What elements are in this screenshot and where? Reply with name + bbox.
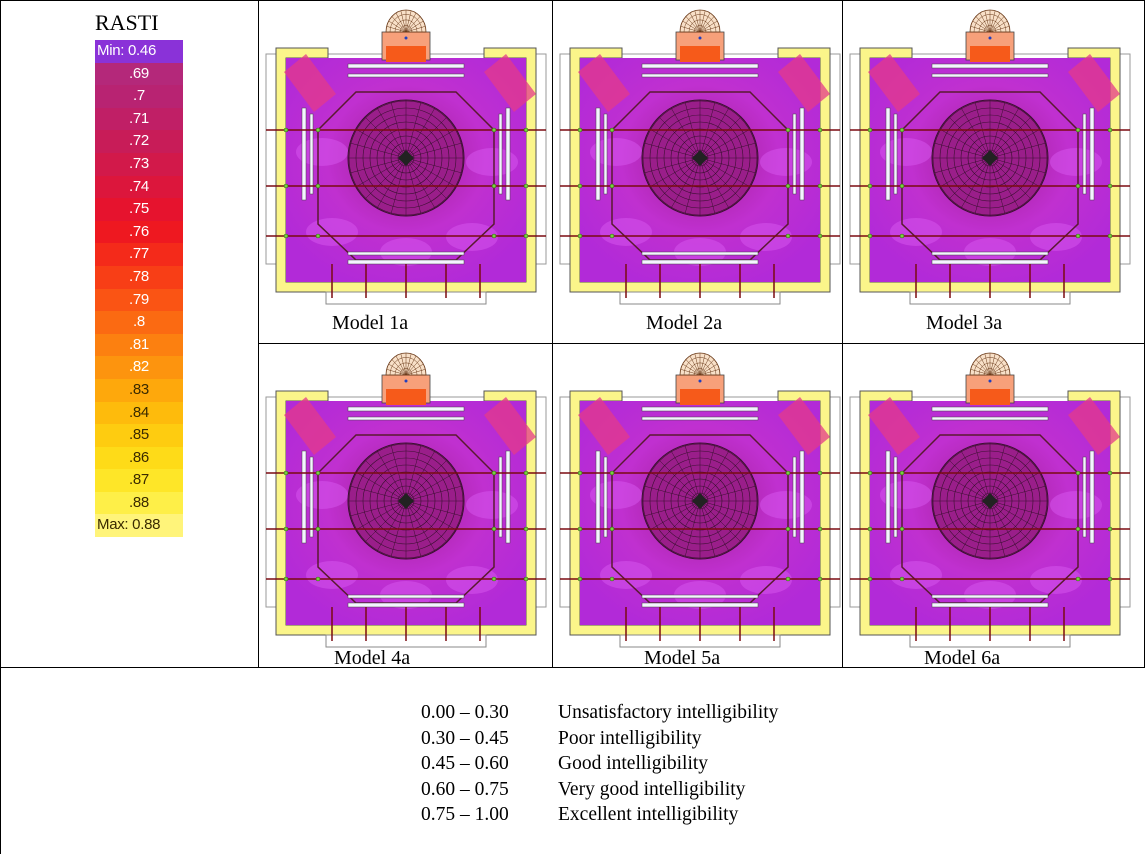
grid-line-top: [0, 0, 1145, 1]
intelligibility-row: 0.75 – 1.00 Excellent intelligibility: [421, 802, 778, 828]
intelligibility-row: 0.60 – 0.75 Very good intelligibility: [421, 777, 778, 803]
scale-step: .85: [95, 424, 183, 447]
scale-step: .87: [95, 469, 183, 492]
model-plan: Model 6a: [846, 345, 1134, 685]
model-plan: Model 4a: [262, 345, 550, 685]
room-plan-drawing: [559, 352, 841, 648]
grid-line-col2: [552, 0, 553, 668]
model-plan: Model 2a: [556, 2, 844, 342]
scale-step: .71: [95, 107, 183, 131]
grid-line-left: [0, 0, 1, 854]
model-caption: Model 6a: [924, 647, 1001, 669]
intelligibility-label: Very good intelligibility: [558, 778, 746, 800]
scale-step: .69: [95, 62, 183, 86]
scale-step: .77: [95, 243, 183, 266]
grid-line-bottom: [0, 667, 1145, 668]
scale-step: .86: [95, 446, 183, 470]
intelligibility-range: 0.30 – 0.45: [421, 727, 509, 749]
scale-step: .79: [95, 288, 183, 312]
model-caption: Model 5a: [644, 647, 721, 669]
legend-title: RASTI: [95, 10, 159, 35]
intelligibility-row: 0.30 – 0.45 Poor intelligibility: [421, 726, 778, 752]
intelligibility-range: 0.00 – 0.30: [421, 702, 509, 723]
scale-step: .72: [95, 130, 183, 153]
scale-step: .88: [95, 491, 183, 515]
model-plan: Model 1a: [262, 2, 550, 342]
intelligibility-legend: 0.00 – 0.30 Unsatisfactory intelligibilit…: [421, 700, 778, 828]
scale-step: .81: [95, 333, 183, 357]
scale-step: .7: [95, 85, 183, 108]
model-caption: Model 3a: [926, 312, 1003, 334]
scale-step: .76: [95, 220, 183, 244]
scale-step: .78: [95, 265, 183, 289]
scale-step: Min: 0.46: [95, 40, 183, 63]
model-caption: Model 2a: [646, 312, 723, 334]
room-plan-drawing: [849, 9, 1131, 305]
intelligibility-row: 0.00 – 0.30 Unsatisfactory intelligibilit…: [421, 700, 778, 726]
scale-step: .84: [95, 401, 183, 425]
grid-line-mid: [258, 343, 1145, 344]
scale-step: .73: [95, 152, 183, 176]
intelligibility-label: Good intelligibility: [558, 753, 709, 774]
scale-step: .8: [95, 311, 183, 334]
grid-line-col3: [842, 0, 843, 668]
intelligibility-row: 0.45 – 0.60 Good intelligibility: [421, 751, 778, 777]
model-caption: Model 4a: [334, 647, 411, 669]
room-plan-drawing: [559, 9, 841, 305]
intelligibility-label: Excellent intelligibility: [558, 804, 739, 825]
intelligibility-range: 0.45 – 0.60: [421, 753, 509, 774]
intelligibility-label: Unsatisfactory intelligibility: [558, 702, 779, 723]
scale-step: Max: 0.88: [95, 514, 183, 538]
scale-step: .82: [95, 356, 183, 379]
model-plan: Model 5a: [556, 345, 844, 685]
room-plan-drawing: [849, 352, 1131, 648]
scale-step: .75: [95, 198, 183, 221]
room-plan-drawing: [265, 352, 547, 648]
room-plan-drawing: [265, 9, 547, 305]
grid-line-legend-right: [258, 0, 259, 668]
intelligibility-range: 0.60 – 0.75: [421, 778, 509, 800]
scale-step: .74: [95, 175, 183, 199]
intelligibility-label: Poor intelligibility: [558, 727, 702, 749]
scale-step: .83: [95, 378, 183, 402]
model-caption: Model 1a: [332, 312, 409, 334]
intelligibility-range: 0.75 – 1.00: [421, 804, 509, 825]
model-plan: Model 3a: [846, 2, 1134, 342]
color-scale: Min: 0.46.69.7.71.72.73.74.75.76.77.78.7…: [95, 40, 183, 538]
